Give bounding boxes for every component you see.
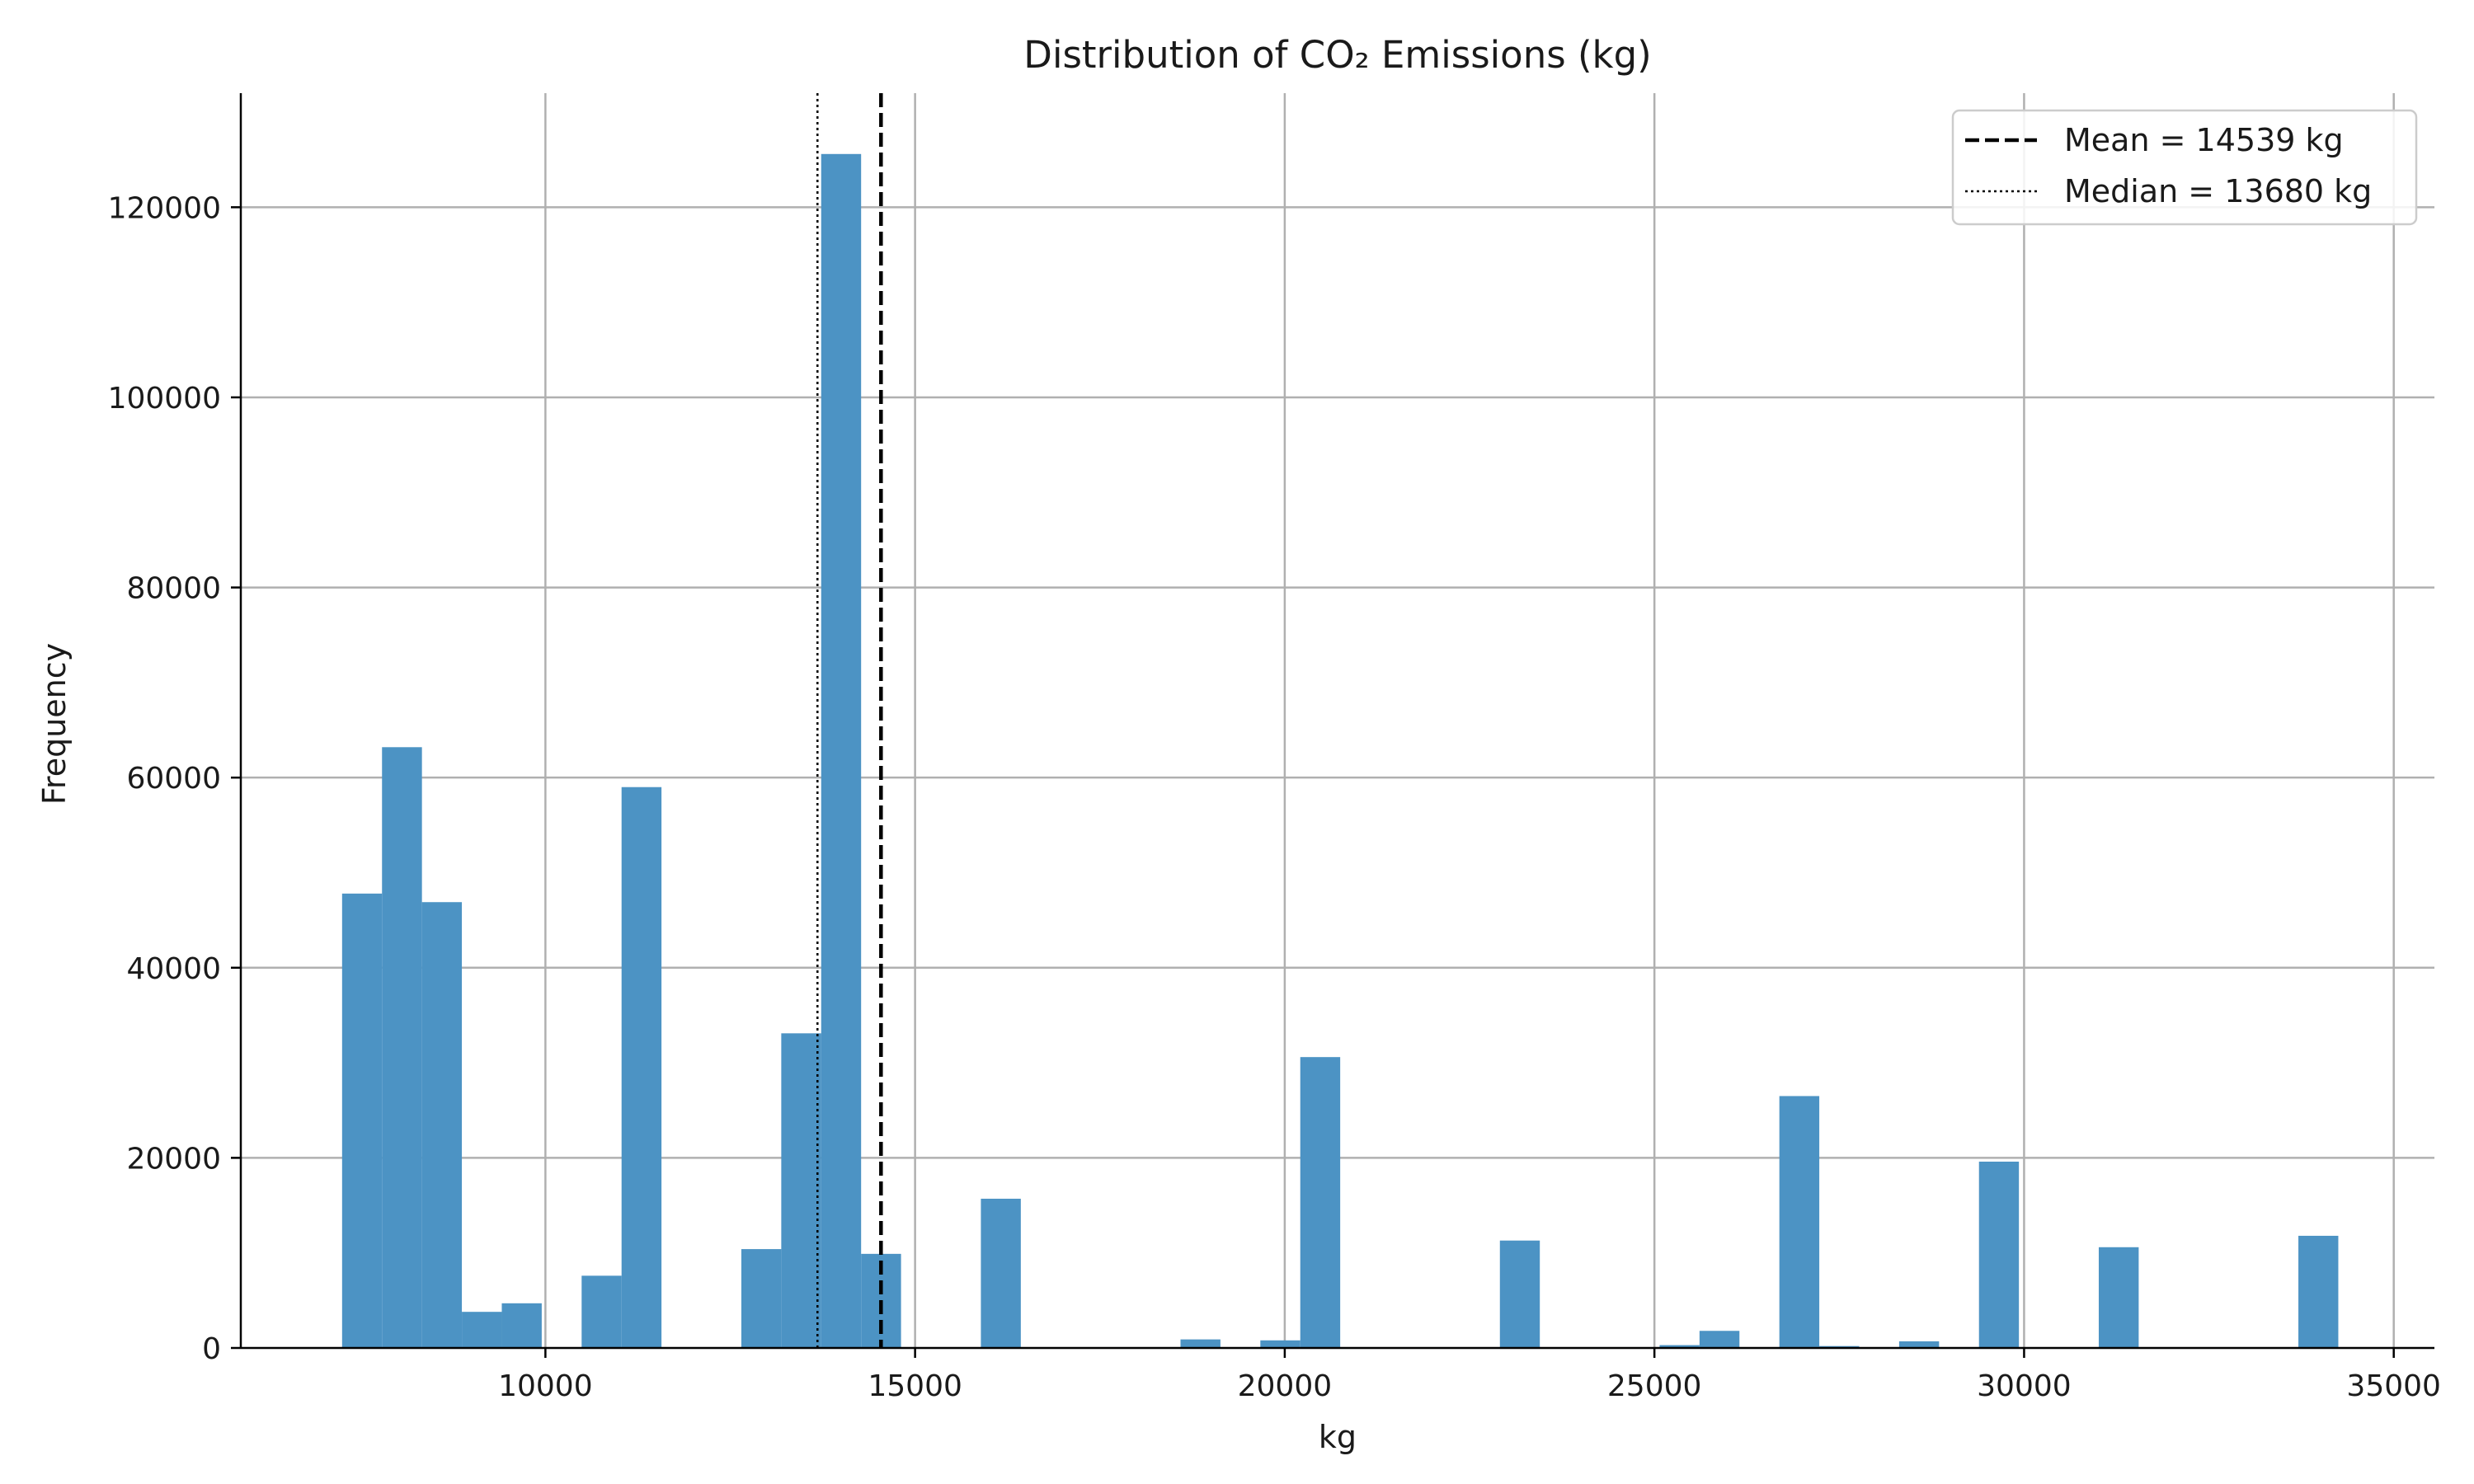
histogram-bar xyxy=(1659,1345,1700,1348)
x-tick-label: 35000 xyxy=(2346,1369,2441,1403)
histogram-bar xyxy=(741,1249,782,1348)
axes xyxy=(239,93,2434,1350)
histogram-bar xyxy=(501,1303,542,1348)
histogram-bar xyxy=(1699,1331,1740,1348)
histogram-bar xyxy=(821,153,862,1348)
x-tick-label: 15000 xyxy=(868,1369,962,1403)
x-tick-label: 25000 xyxy=(1607,1369,1702,1403)
histogram-bar xyxy=(2098,1247,2139,1348)
y-tick-label: 20000 xyxy=(126,1142,221,1176)
histogram-bar xyxy=(621,787,662,1348)
y-tick-label: 120000 xyxy=(108,191,221,225)
histogram-bar xyxy=(2298,1235,2339,1348)
legend: Mean = 14539 kg Median = 13680 kg xyxy=(1951,109,2418,226)
histogram-bar xyxy=(382,747,422,1348)
y-axis-label: Frequency xyxy=(36,643,73,805)
histogram-bar xyxy=(1260,1340,1300,1348)
histogram-bar xyxy=(1499,1240,1540,1348)
y-tick-label: 40000 xyxy=(126,952,221,986)
y-tick-label: 60000 xyxy=(126,762,221,796)
y-tick-label: 100000 xyxy=(108,382,221,416)
reference-lines xyxy=(816,93,883,1348)
histogram-bar xyxy=(981,1198,1021,1348)
chart-title: Distribution of CO₂ Emissions (kg) xyxy=(1023,33,1651,77)
histogram-bar xyxy=(462,1312,502,1348)
histogram-bar xyxy=(421,902,463,1348)
histogram-bar xyxy=(581,1275,622,1348)
legend-mean-label: Mean = 14539 kg xyxy=(2064,122,2344,158)
histogram-bar xyxy=(1180,1339,1221,1348)
histogram-bar xyxy=(1779,1096,1820,1348)
legend-frame xyxy=(1951,109,2418,226)
x-tick-label: 10000 xyxy=(498,1369,593,1403)
histogram-bar xyxy=(1978,1162,2020,1348)
y-tick-label: 80000 xyxy=(126,572,221,606)
histogram-bar xyxy=(341,893,383,1348)
histogram-bars xyxy=(341,153,2339,1348)
tick-marks: 10000 15000 20000 25000 30000 35000 0 20000 4000… xyxy=(108,191,2441,1403)
y-tick-label: 0 xyxy=(202,1332,221,1366)
legend-median-label: Median = 13680 kg xyxy=(2064,173,2372,209)
histogram-bar xyxy=(781,1033,821,1348)
x-tick-label: 20000 xyxy=(1238,1369,1333,1403)
histogram-bar xyxy=(1898,1341,1940,1348)
histogram-bar xyxy=(1300,1057,1341,1348)
grid-lines xyxy=(241,93,2434,1348)
x-tick-label: 30000 xyxy=(1977,1369,2072,1403)
x-axis-label: kg xyxy=(1319,1419,1357,1455)
